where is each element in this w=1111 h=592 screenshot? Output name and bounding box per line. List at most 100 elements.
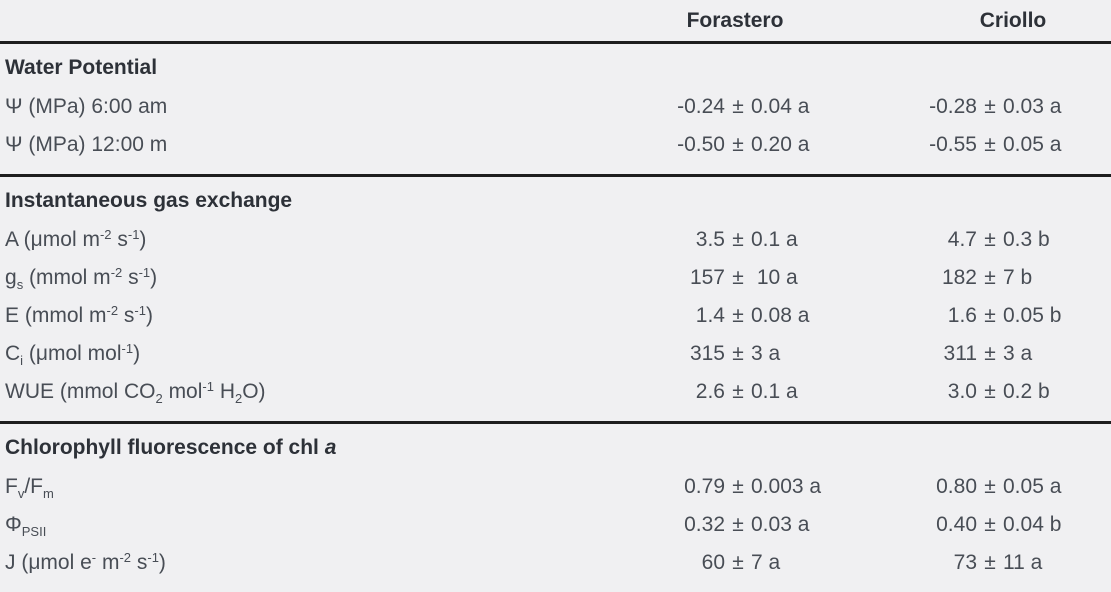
plus-minus-sign: ±	[732, 133, 744, 156]
plus-minus-sign: ±	[984, 266, 996, 289]
table-row: A (μmol m-2 s-1) 3.5 ±0.1 a 4.7 ±0.3 b	[0, 221, 1111, 259]
value-error-and-group: 0.05 b	[1003, 304, 1062, 327]
section-title-row: Chlorophyll fluorescence of chl a	[0, 428, 1111, 468]
value-error-and-group: 0.04 b	[1003, 513, 1062, 536]
plus-minus-sign: ±	[732, 342, 744, 365]
plus-minus-sign: ±	[984, 475, 996, 498]
plus-minus-sign: ±	[732, 95, 744, 118]
row-label: gs (mmol m-2 s-1)	[5, 265, 158, 292]
plus-minus-sign: ±	[732, 228, 744, 251]
value-criollo: 3.0 ±0.2 b	[915, 380, 1111, 404]
value-error-and-group: 0.04 a	[751, 95, 810, 118]
row-label: J (μmol e- m-2 s-1)	[5, 550, 166, 574]
value-mean: 3.0	[947, 380, 977, 403]
plus-minus-sign: ±	[732, 266, 744, 289]
value-criollo: 0.40 ±0.04 b	[915, 513, 1111, 537]
value-error-and-group: 0.2 b	[1003, 380, 1050, 403]
value-mean: -0.50	[677, 133, 725, 156]
value-error-and-group: 11 a	[1003, 551, 1043, 574]
plus-minus-sign: ±	[732, 551, 744, 574]
value-mean: 73	[953, 551, 977, 574]
value-mean: 0.79	[684, 475, 725, 498]
value-mean: -0.55	[929, 133, 977, 156]
value-criollo: -0.28 ±0.03 a	[915, 95, 1111, 119]
plus-minus-sign: ±	[984, 304, 996, 327]
section-title: Instantaneous gas exchange	[5, 189, 293, 212]
value-mean: 1.4	[695, 304, 725, 327]
value-error-and-group: 7 b	[1003, 266, 1033, 289]
value-error-and-group: 3 a	[1003, 342, 1033, 365]
row-label: Ψ (MPa) 12:00 m	[5, 133, 168, 156]
plus-minus-sign: ±	[984, 342, 996, 365]
value-error-and-group: 0.08 a	[751, 304, 810, 327]
value-mean: 60	[701, 551, 725, 574]
plus-minus-sign: ±	[984, 513, 996, 536]
table-row: Fv/Fm 0.79 ±0.003 a 0.80 ±0.05 a	[0, 468, 1111, 506]
value-forastero: 0.79 ±0.003 a	[555, 475, 915, 499]
value-mean: -0.28	[929, 95, 977, 118]
value-error-and-group: 3 a	[751, 342, 781, 365]
value-mean: 4.7	[947, 228, 977, 251]
value-error-and-group: 0.1 a	[751, 228, 798, 251]
section-title-row: Water Potential	[0, 48, 1111, 88]
value-forastero: 0.32 ±0.03 a	[555, 513, 915, 537]
value-criollo: 4.7 ±0.3 b	[915, 228, 1111, 252]
value-error-and-group: 0.05 a	[1003, 133, 1062, 156]
section-title-row: Instantaneous gas exchange	[0, 181, 1111, 221]
table-row: Ψ (MPa) 6:00 am -0.24 ±0.04 a -0.28 ±0.03 a	[0, 88, 1111, 126]
value-error-and-group: 0.03 a	[1003, 95, 1062, 118]
row-label: E (mmol m-2 s-1)	[5, 303, 153, 327]
table-body: Water Potential Ψ (MPa) 6:00 am -0.24 ±0.04…	[0, 44, 1111, 592]
plus-minus-sign: ±	[984, 380, 996, 403]
value-criollo: 0.80 ±0.05 a	[915, 475, 1111, 499]
value-criollo: -0.55 ±0.05 a	[915, 133, 1111, 157]
column-header-criollo: Criollo	[979, 8, 1047, 32]
table-row: Ci (μmol mol-1) 315 ±3 a 311 ±3 a	[0, 335, 1111, 373]
value-mean: 3.5	[695, 228, 725, 251]
plus-minus-sign: ±	[984, 228, 996, 251]
value-mean: 311	[943, 342, 977, 365]
value-criollo: 311 ±3 a	[915, 342, 1111, 366]
row-label: Fv/Fm	[5, 475, 54, 501]
row-label: Ψ (MPa) 6:00 am	[5, 95, 168, 118]
plus-minus-sign: ±	[984, 95, 996, 118]
value-error-and-group: 10 a	[751, 266, 798, 289]
value-forastero: 3.5 ±0.1 a	[555, 228, 915, 252]
value-error-and-group: 0.1 a	[751, 380, 798, 403]
value-forastero: 157 ± 10 a	[555, 266, 915, 290]
table-row: WUE (mmol CO2 mol-1 H2O) 2.6 ±0.1 a 3.0 ±0.2…	[0, 373, 1111, 411]
value-mean: 1.6	[947, 304, 977, 327]
plus-minus-sign: ±	[732, 380, 744, 403]
table-row: Ψ (MPa) 12:00 m -0.50 ±0.20 a -0.55 ±0.05 a	[0, 126, 1111, 164]
value-criollo: 1.6 ±0.05 b	[915, 304, 1111, 328]
table-section: Chlorophyll fluorescence of chl a Fv/Fm 0.…	[0, 424, 1111, 592]
table-row: gs (mmol m-2 s-1) 157 ± 10 a 182 ±7 b	[0, 259, 1111, 297]
plus-minus-sign: ±	[984, 133, 996, 156]
table-header-row: Forastero Criollo	[0, 0, 1111, 44]
value-mean: 2.6	[695, 380, 725, 403]
value-error-and-group: 0.3 b	[1003, 228, 1050, 251]
value-forastero: 2.6 ±0.1 a	[555, 380, 915, 404]
table-row: E (mmol m-2 s-1) 1.4 ±0.08 a 1.6 ±0.05 b	[0, 297, 1111, 335]
row-label: A (μmol m-2 s-1)	[5, 227, 147, 251]
table-section: Instantaneous gas exchange A (μmol m-2 s-…	[0, 177, 1111, 424]
value-forastero: -0.50 ±0.20 a	[555, 133, 915, 157]
value-forastero: -0.24 ±0.04 a	[555, 95, 915, 119]
value-mean: 0.40	[936, 513, 977, 536]
value-mean: -0.24	[677, 95, 725, 118]
plus-minus-sign: ±	[732, 304, 744, 327]
value-error-and-group: 7 a	[751, 551, 781, 574]
value-mean: 157	[689, 266, 725, 289]
section-title: Chlorophyll fluorescence of chl a	[5, 436, 337, 459]
row-label: WUE (mmol CO2 mol-1 H2O)	[5, 379, 266, 406]
plus-minus-sign: ±	[984, 551, 996, 574]
value-forastero: 1.4 ±0.08 a	[555, 304, 915, 328]
value-mean: 182	[941, 266, 977, 289]
value-mean: 0.80	[936, 475, 977, 498]
row-label: Ci (μmol mol-1)	[5, 341, 141, 368]
value-mean: 0.32	[684, 513, 725, 536]
row-label: ΦPSII	[5, 513, 47, 539]
value-criollo: 73 ±11 a	[915, 551, 1111, 575]
column-header-forastero: Forastero	[686, 8, 784, 32]
